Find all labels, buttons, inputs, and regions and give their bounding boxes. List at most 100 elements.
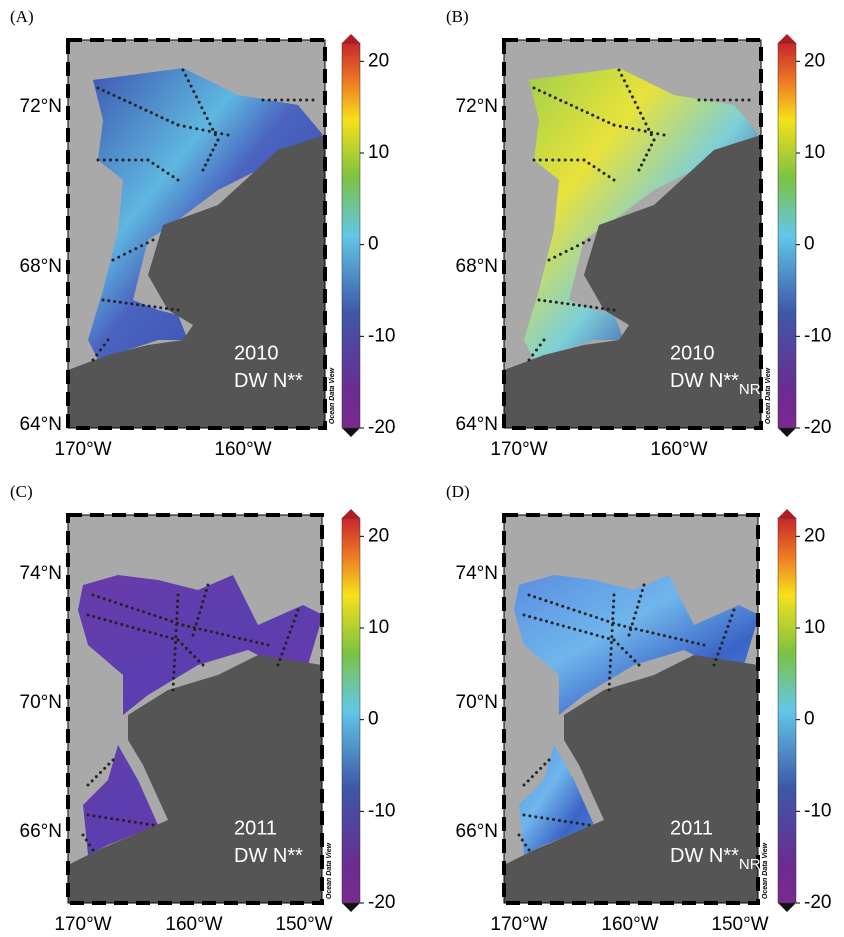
station-dot xyxy=(595,306,599,310)
station-dot xyxy=(127,819,131,823)
map-frame-inner xyxy=(67,514,323,904)
variable-subscript: NR xyxy=(739,856,761,873)
station-dot xyxy=(551,158,555,162)
station-dot xyxy=(216,138,220,142)
station-dot xyxy=(576,244,580,248)
station-dot xyxy=(553,96,557,100)
station-dot xyxy=(591,113,595,117)
station-dot xyxy=(159,633,163,637)
station-dot xyxy=(91,848,95,852)
station-dot xyxy=(151,238,155,242)
station-dot xyxy=(137,627,141,631)
station-dot xyxy=(718,647,722,650)
station-dot xyxy=(156,165,160,169)
station-dot xyxy=(600,617,604,621)
station-dot xyxy=(128,101,132,105)
station-dot xyxy=(127,158,131,162)
station-dot xyxy=(142,629,146,633)
station-dot xyxy=(261,98,265,102)
station-dot xyxy=(528,814,532,818)
station-dot xyxy=(142,610,146,614)
station-dot xyxy=(720,641,724,645)
station-dot xyxy=(547,758,551,762)
station-dot xyxy=(577,303,581,307)
station-dot xyxy=(140,244,144,248)
latitude-label: 70°N xyxy=(20,692,62,713)
colorbar xyxy=(341,517,361,904)
station-dot xyxy=(130,302,134,306)
colorbar xyxy=(777,517,797,904)
station-dot xyxy=(180,642,184,646)
station-dot xyxy=(520,838,524,842)
station-dot xyxy=(292,98,296,102)
colorbar-under xyxy=(778,428,796,437)
station-dot xyxy=(101,88,105,92)
station-dot xyxy=(609,658,613,662)
station-dot xyxy=(538,158,542,162)
station-dot xyxy=(95,353,99,357)
station-dot xyxy=(91,593,95,597)
station-dot xyxy=(632,616,636,620)
station-dot xyxy=(175,611,179,615)
station-dot xyxy=(125,624,129,628)
latitude-label: 68°N xyxy=(20,256,62,277)
station-dot xyxy=(609,652,613,656)
station-dot xyxy=(553,255,557,259)
station-dot xyxy=(175,605,179,609)
station-dot xyxy=(209,153,212,157)
latitude-label: 74°N xyxy=(20,563,62,584)
station-dot xyxy=(549,300,553,304)
station-dot xyxy=(181,623,185,627)
station-dot xyxy=(566,302,570,306)
station-dot xyxy=(140,158,144,162)
water-field xyxy=(524,68,759,360)
station-dot xyxy=(618,124,622,128)
station-dot xyxy=(284,641,288,645)
station-dot xyxy=(543,762,547,766)
station-dot xyxy=(716,652,720,656)
station-dot xyxy=(280,652,284,656)
panel-label: (A) xyxy=(10,7,34,26)
station-dot xyxy=(607,688,611,692)
station-dot xyxy=(174,629,178,633)
colorbar-tick-label: 20 xyxy=(368,525,389,546)
station-dot xyxy=(552,818,556,822)
station-dot xyxy=(172,664,176,668)
colorbar xyxy=(777,42,797,429)
station-dot xyxy=(189,651,192,654)
station-dot xyxy=(714,658,718,661)
station-dot xyxy=(147,304,151,308)
longitude-label: 150°W xyxy=(711,914,768,935)
station-dot xyxy=(139,106,143,110)
station-dot xyxy=(625,126,628,129)
station-dot xyxy=(131,626,135,629)
colorbar-tick-label: -20 xyxy=(804,417,831,438)
station-dot xyxy=(90,779,94,783)
station-dot xyxy=(276,663,280,667)
station-dot xyxy=(175,617,179,621)
station-dot xyxy=(110,817,114,821)
station-dot xyxy=(570,158,573,162)
station-dot xyxy=(198,627,202,631)
station-dot xyxy=(651,631,655,635)
station-dot xyxy=(724,630,728,634)
station-dot xyxy=(153,305,157,309)
station-dot xyxy=(107,762,111,766)
station-dot xyxy=(640,163,643,167)
station-dot xyxy=(630,95,634,99)
station-dot xyxy=(640,628,644,632)
land xyxy=(504,655,758,903)
station-dot xyxy=(691,640,695,644)
station-dot xyxy=(111,258,115,262)
station-dot xyxy=(124,301,128,305)
station-dot xyxy=(561,624,565,628)
station-dot xyxy=(612,599,616,603)
station-dot xyxy=(526,779,530,783)
station-dot xyxy=(108,599,112,603)
variable-annotation: DW N**NR xyxy=(670,845,761,873)
colorbar-tick-label: -20 xyxy=(368,892,395,913)
station-dot xyxy=(98,815,102,819)
station-dot xyxy=(125,604,129,608)
year-annotation: 2010 xyxy=(670,342,715,364)
